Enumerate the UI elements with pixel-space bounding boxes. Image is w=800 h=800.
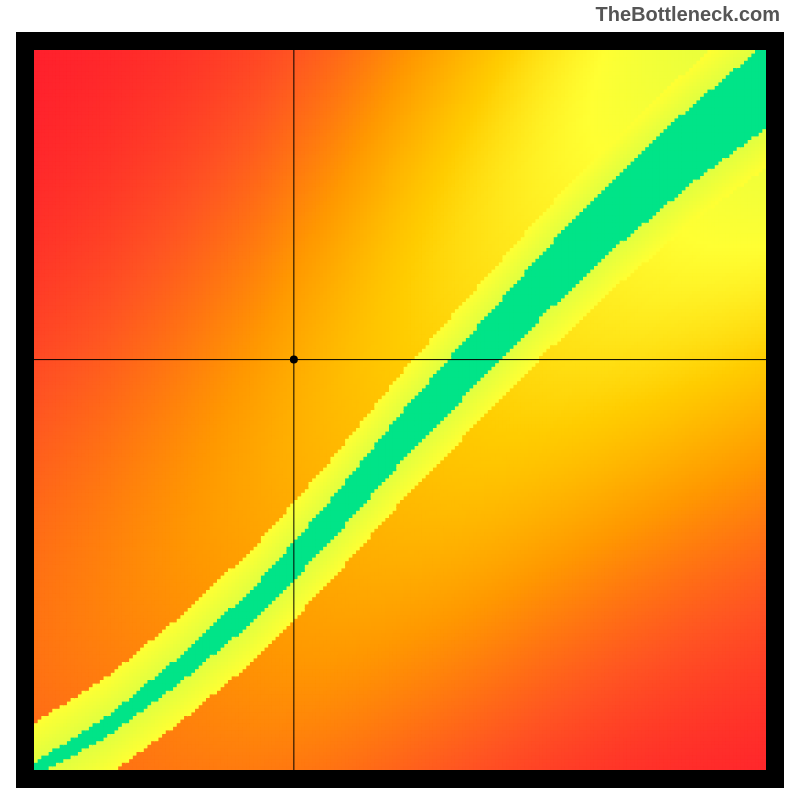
heatmap-canvas (16, 32, 784, 788)
watermark-text: TheBottleneck.com (596, 4, 780, 27)
heatmap-chart (16, 32, 784, 788)
